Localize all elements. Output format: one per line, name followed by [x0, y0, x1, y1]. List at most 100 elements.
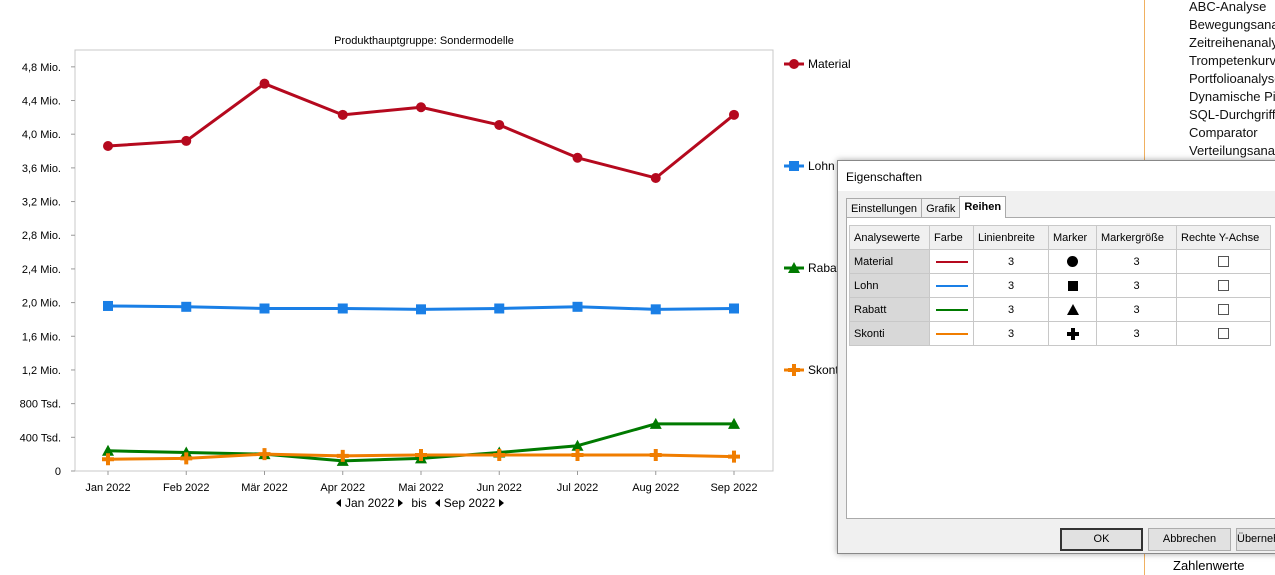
tab-reihen[interactable]: Reihen	[959, 196, 1007, 218]
menu-item-bewegungsanalyse[interactable]: Bewegungsanalyse	[1189, 17, 1275, 32]
menu-item-sql-durchgriff[interactable]: SQL-Durchgriff	[1189, 107, 1275, 122]
data-point[interactable]	[258, 448, 271, 461]
data-point[interactable]	[571, 449, 584, 462]
tab-grafik[interactable]: Grafik	[921, 198, 961, 218]
menu-item-portfolioanalyse[interactable]: Portfolioanalyse	[1189, 71, 1275, 86]
data-point[interactable]	[181, 301, 192, 312]
menu-item-zahlenwerte[interactable]: Zahlenwerte	[1173, 558, 1245, 573]
plot-area	[74, 49, 774, 472]
row-marker-size[interactable]: 3	[1096, 273, 1177, 298]
column-header-linienbreite: Linienbreite	[973, 225, 1049, 250]
table-header-row: Analysewerte Farbe Linienbreite Marker M…	[849, 225, 1271, 250]
row-marker[interactable]	[1048, 321, 1097, 346]
x-tick-label: Apr 2022	[320, 482, 365, 494]
y-tick-label: 800 Tsd.	[20, 399, 61, 411]
data-point[interactable]	[650, 172, 661, 183]
row-marker-size[interactable]: 3	[1096, 297, 1177, 322]
menu-item-zeitreihenanalyse[interactable]: Zeitreihenanalyse	[1189, 35, 1275, 50]
row-right-axis[interactable]	[1176, 297, 1271, 322]
row-color[interactable]	[929, 249, 974, 274]
data-point[interactable]	[180, 446, 193, 458]
row-marker-size[interactable]: 3	[1096, 321, 1177, 346]
data-point[interactable]	[572, 152, 583, 163]
data-point[interactable]	[259, 78, 270, 89]
legend-item-material[interactable]: Material	[784, 54, 851, 74]
data-point[interactable]	[416, 102, 426, 113]
row-marker-size[interactable]: 3	[1096, 249, 1177, 274]
period-navigation: Jan 2022 bis Sep 2022	[336, 496, 505, 510]
data-point[interactable]	[337, 109, 348, 120]
legend-label-lohn: Lohn	[808, 159, 835, 173]
row-marker[interactable]	[1048, 273, 1097, 298]
data-point[interactable]	[180, 452, 193, 465]
right-axis-checkbox[interactable]	[1218, 256, 1229, 268]
menu-item-abc-analyse[interactable]: ABC-Analyse	[1189, 0, 1267, 14]
row-color[interactable]	[929, 273, 974, 298]
data-point[interactable]	[415, 449, 427, 462]
data-point[interactable]	[181, 135, 192, 146]
table-row[interactable]: Material 3 3	[849, 249, 1271, 274]
legend-item-rabatt[interactable]: Rabatt	[784, 258, 843, 278]
data-point[interactable]	[728, 450, 740, 463]
data-point[interactable]	[650, 304, 661, 315]
row-color[interactable]	[929, 321, 974, 346]
table-row[interactable]: Lohn 3 3	[849, 273, 1271, 298]
row-name: Material	[849, 249, 930, 274]
legend-item-lohn[interactable]: Lohn	[784, 156, 835, 176]
row-line-width[interactable]: 3	[973, 321, 1049, 346]
data-point[interactable]	[103, 140, 113, 151]
data-point[interactable]	[259, 303, 270, 314]
right-axis-checkbox[interactable]	[1218, 280, 1229, 292]
prev-to-icon[interactable]	[434, 499, 440, 507]
ok-button[interactable]: OK	[1060, 528, 1143, 551]
menu-item-trompetenkurve[interactable]: Trompetenkurve	[1189, 53, 1275, 68]
row-right-axis[interactable]	[1176, 249, 1271, 274]
row-line-width[interactable]: 3	[973, 273, 1049, 298]
y-tick-label: 2,4 Mio.	[22, 264, 61, 276]
legend-item-skonti[interactable]: Skonti	[784, 360, 841, 380]
cancel-button[interactable]: Abbrechen	[1148, 528, 1231, 551]
menu-item-comparator[interactable]: Comparator	[1189, 125, 1258, 140]
data-point[interactable]	[571, 439, 584, 451]
data-point[interactable]	[729, 109, 739, 120]
data-point[interactable]	[416, 304, 426, 315]
next-from-icon[interactable]	[398, 499, 404, 507]
x-tick-label: Mai 2022	[398, 482, 443, 494]
data-point[interactable]	[728, 417, 740, 429]
data-point[interactable]	[494, 303, 505, 314]
data-point[interactable]	[572, 301, 583, 312]
table-row[interactable]: Rabatt 3 3	[849, 297, 1271, 322]
row-line-width[interactable]: 3	[973, 249, 1049, 274]
data-point[interactable]	[337, 303, 348, 314]
next-to-icon[interactable]	[499, 499, 505, 507]
row-name: Lohn	[849, 273, 930, 298]
menu-item-dynamische-pivot[interactable]: Dynamische Pivot	[1189, 89, 1275, 104]
data-point[interactable]	[729, 303, 739, 314]
row-marker[interactable]	[1048, 249, 1097, 274]
row-right-axis[interactable]	[1176, 273, 1271, 298]
row-color[interactable]	[929, 297, 974, 322]
row-line-width[interactable]: 3	[973, 297, 1049, 322]
row-marker[interactable]	[1048, 297, 1097, 322]
chart-title: Produkthauptgruppe: Sondermodelle	[334, 35, 514, 47]
data-point[interactable]	[336, 449, 349, 462]
column-header-rechte-y-achse: Rechte Y-Achse	[1176, 225, 1271, 250]
right-axis-checkbox[interactable]	[1218, 328, 1229, 340]
tab-einstellungen[interactable]: Einstellungen	[846, 198, 923, 218]
data-point[interactable]	[102, 453, 114, 466]
data-point[interactable]	[649, 417, 662, 429]
right-axis-checkbox[interactable]	[1218, 304, 1229, 316]
data-point[interactable]	[103, 300, 113, 311]
data-point[interactable]	[494, 119, 505, 130]
data-point[interactable]	[649, 449, 662, 462]
circle-marker-icon	[1067, 256, 1078, 268]
row-right-axis[interactable]	[1176, 321, 1271, 346]
apply-button[interactable]: Übernehmen	[1236, 528, 1275, 551]
properties-dialog: Eigenschaften Einstellungen Grafik Reihe…	[837, 160, 1275, 554]
table-row[interactable]: Skonti 3 3	[849, 321, 1271, 346]
data-point[interactable]	[102, 444, 114, 456]
prev-from-icon[interactable]	[336, 499, 341, 507]
menu-item-verteilungsanalyse[interactable]: Verteilungsanalyse	[1189, 143, 1275, 158]
data-point[interactable]	[493, 449, 506, 462]
x-tick-label: Mär 2022	[241, 482, 287, 494]
